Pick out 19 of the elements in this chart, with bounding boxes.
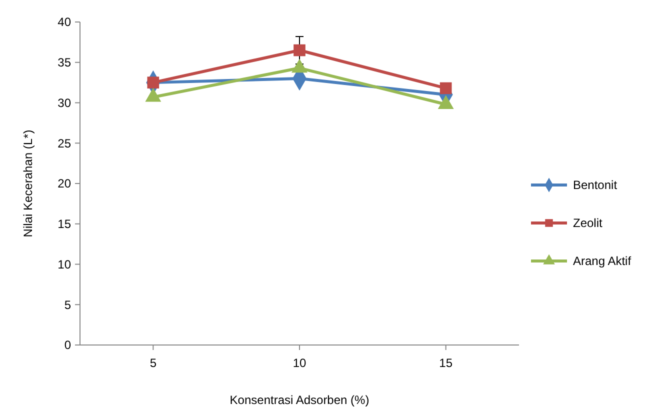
y-tick-label: 30 bbox=[58, 96, 72, 110]
y-tick-label: 35 bbox=[58, 56, 72, 70]
point bbox=[440, 82, 452, 94]
point bbox=[294, 44, 306, 56]
x-axis-title: Konsentrasi Adsorben (%) bbox=[230, 393, 370, 407]
legend-label: Zeolit bbox=[573, 216, 604, 230]
x-tick-label: 5 bbox=[150, 356, 157, 370]
y-tick-label: 40 bbox=[58, 15, 72, 30]
y-tick-label: 0 bbox=[64, 338, 72, 352]
y-tick-label: 25 bbox=[58, 136, 72, 150]
y-tick-label: 5 bbox=[64, 298, 72, 312]
y-tick-label: 10 bbox=[58, 257, 72, 272]
legend-label: Bentonit bbox=[573, 178, 618, 192]
x-tick-label: 10 bbox=[292, 356, 306, 370]
y-axis-title: Nilai Kecerahan (L*) bbox=[21, 130, 35, 238]
y-tick-label: 15 bbox=[58, 217, 72, 232]
legend-label: Arang Aktif bbox=[573, 254, 632, 268]
x-tick-label: 15 bbox=[439, 356, 453, 370]
y-tick-label: 20 bbox=[58, 176, 72, 191]
